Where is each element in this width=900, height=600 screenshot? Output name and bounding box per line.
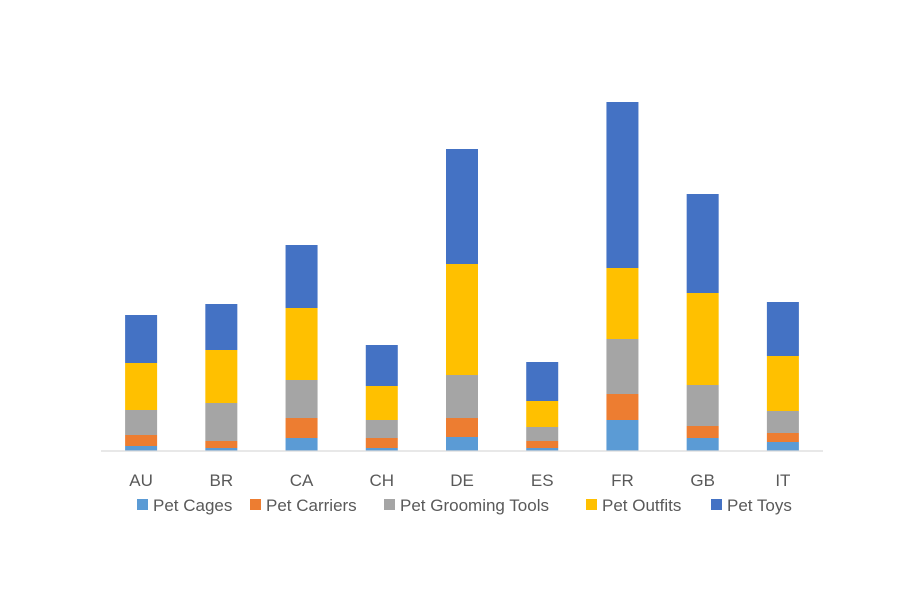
bar-ch-pet-cages bbox=[365, 448, 398, 451]
legend-item-pet-toys: Pet Toys bbox=[711, 496, 792, 515]
legend-label-pet-carriers: Pet Carriers bbox=[266, 496, 357, 515]
x-tick-label-br: BR bbox=[210, 471, 234, 490]
legend-item-pet-outfits: Pet Outfits bbox=[586, 496, 681, 515]
bar-ch-pet-carriers bbox=[365, 438, 398, 448]
x-tick-label-ch: CH bbox=[369, 471, 394, 490]
bar-it-pet-toys bbox=[766, 302, 799, 356]
x-tick-label-es: ES bbox=[531, 471, 554, 490]
legend-swatch-pet-grooming-tools bbox=[384, 499, 395, 510]
legend-label-pet-outfits: Pet Outfits bbox=[602, 496, 681, 515]
bar-ch-pet-grooming-tools bbox=[365, 420, 398, 438]
legend-label-pet-toys: Pet Toys bbox=[727, 496, 792, 515]
bar-au-pet-grooming-tools bbox=[125, 410, 158, 435]
bar-fr-pet-outfits bbox=[606, 268, 639, 339]
bar-gb-pet-carriers bbox=[686, 426, 719, 438]
bar-ch-pet-outfits bbox=[365, 386, 398, 420]
bar-de-pet-grooming-tools bbox=[446, 375, 478, 418]
bar-ca-pet-grooming-tools bbox=[285, 380, 318, 418]
bar-es-pet-outfits bbox=[526, 401, 559, 427]
bar-br-pet-grooming-tools bbox=[205, 403, 238, 441]
bar-it-pet-grooming-tools bbox=[766, 411, 799, 433]
bar-it-pet-carriers bbox=[766, 433, 799, 442]
bar-fr-pet-carriers bbox=[606, 394, 639, 420]
legend-swatch-pet-outfits bbox=[586, 499, 597, 510]
x-tick-label-ca: CA bbox=[290, 471, 314, 490]
x-tick-label-au: AU bbox=[129, 471, 153, 490]
bar-it-pet-outfits bbox=[766, 356, 799, 411]
bar-de-pet-cages bbox=[446, 437, 478, 451]
legend-swatch-pet-carriers bbox=[250, 499, 261, 510]
bar-ca-pet-carriers bbox=[285, 418, 318, 438]
legend-item-pet-carriers: Pet Carriers bbox=[250, 496, 357, 515]
bar-gb-pet-cages bbox=[686, 438, 719, 451]
x-tick-label-fr: FR bbox=[611, 471, 634, 490]
bar-gb-pet-outfits bbox=[686, 293, 719, 385]
bar-de-pet-carriers bbox=[446, 418, 478, 437]
bar-fr-pet-cages bbox=[606, 420, 639, 451]
bar-de-pet-outfits bbox=[446, 264, 478, 375]
bar-br-pet-carriers bbox=[205, 441, 238, 448]
legend-item-pet-grooming-tools: Pet Grooming Tools bbox=[384, 496, 549, 515]
bar-br-pet-cages bbox=[205, 448, 238, 451]
bar-es-pet-cages bbox=[526, 448, 559, 451]
legend-label-pet-grooming-tools: Pet Grooming Tools bbox=[400, 496, 549, 515]
category-labels: AU BR CA CH DE ES FR GB IT bbox=[129, 471, 790, 490]
legend-label-pet-cages: Pet Cages bbox=[153, 496, 232, 515]
bar-gb-pet-toys bbox=[686, 194, 719, 293]
bar-es-pet-grooming-tools bbox=[526, 427, 559, 441]
bar-ca-pet-outfits bbox=[285, 308, 318, 380]
bar-au-pet-carriers bbox=[125, 435, 158, 446]
x-tick-label-gb: GB bbox=[690, 471, 715, 490]
bar-de-pet-toys bbox=[446, 149, 478, 264]
bar-es-pet-toys bbox=[526, 362, 559, 401]
bar-br-pet-outfits bbox=[205, 350, 238, 403]
bar-au-pet-cages bbox=[125, 446, 158, 451]
x-tick-label-de: DE bbox=[450, 471, 474, 490]
bar-au-pet-outfits bbox=[125, 363, 158, 410]
bar-fr-pet-grooming-tools bbox=[606, 339, 639, 394]
legend-item-pet-cages: Pet Cages bbox=[137, 496, 232, 515]
bar-ca-pet-cages bbox=[285, 438, 318, 451]
x-tick-label-it: IT bbox=[775, 471, 790, 490]
legend: Pet Cages Pet Carriers Pet Grooming Tools P… bbox=[137, 496, 792, 515]
bar-br-pet-toys bbox=[205, 304, 238, 350]
bar-ch-pet-toys bbox=[365, 345, 398, 386]
bar-es-pet-carriers bbox=[526, 441, 559, 448]
legend-swatch-pet-cages bbox=[137, 499, 148, 510]
bar-gb-pet-grooming-tools bbox=[686, 385, 719, 426]
bar-ca-pet-toys bbox=[285, 245, 318, 308]
bar-fr-pet-toys bbox=[606, 102, 639, 268]
legend-swatch-pet-toys bbox=[711, 499, 722, 510]
bars-layer bbox=[125, 102, 799, 451]
bar-it-pet-cages bbox=[766, 442, 799, 451]
bar-au-pet-toys bbox=[125, 315, 158, 363]
